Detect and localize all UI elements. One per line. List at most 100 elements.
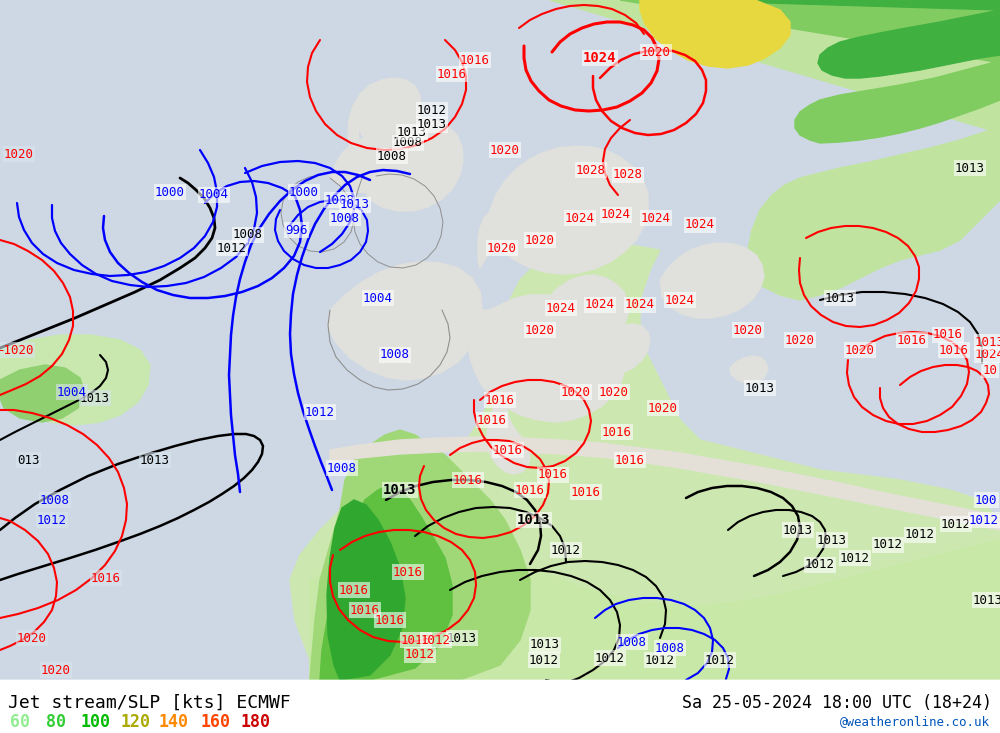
Text: 1008: 1008 bbox=[40, 493, 70, 507]
Text: 1012: 1012 bbox=[217, 241, 247, 254]
Polygon shape bbox=[0, 365, 85, 422]
Text: 1016: 1016 bbox=[493, 443, 523, 457]
Polygon shape bbox=[310, 430, 530, 680]
Text: 1004: 1004 bbox=[57, 386, 87, 399]
Text: 1016: 1016 bbox=[485, 394, 515, 407]
Text: 1013: 1013 bbox=[140, 454, 170, 466]
Text: 1012: 1012 bbox=[417, 103, 447, 117]
Text: 1013: 1013 bbox=[817, 534, 847, 547]
Text: 1016: 1016 bbox=[437, 67, 467, 81]
Text: 1013: 1013 bbox=[973, 594, 1000, 606]
Polygon shape bbox=[0, 680, 1000, 733]
Text: 1013: 1013 bbox=[530, 638, 560, 652]
Text: 1012: 1012 bbox=[645, 654, 675, 666]
Text: 1012: 1012 bbox=[705, 654, 735, 666]
Text: 1008: 1008 bbox=[327, 462, 357, 474]
Text: 1013: 1013 bbox=[955, 161, 985, 174]
Text: 1013: 1013 bbox=[397, 125, 427, 139]
Text: 1008: 1008 bbox=[617, 636, 647, 649]
Text: 1004: 1004 bbox=[199, 188, 229, 202]
Text: 1000: 1000 bbox=[289, 185, 319, 199]
Polygon shape bbox=[478, 212, 498, 268]
Text: 1016: 1016 bbox=[393, 565, 423, 578]
Text: 1012: 1012 bbox=[969, 514, 999, 526]
Polygon shape bbox=[660, 243, 764, 318]
Polygon shape bbox=[360, 118, 463, 211]
Text: 1028: 1028 bbox=[613, 169, 643, 182]
Text: 1013: 1013 bbox=[783, 523, 813, 537]
Text: 1012: 1012 bbox=[37, 514, 67, 526]
Text: 1012: 1012 bbox=[305, 405, 335, 419]
Text: 1013: 1013 bbox=[975, 336, 1000, 348]
Text: 1004: 1004 bbox=[363, 292, 393, 304]
Text: 1016: 1016 bbox=[339, 583, 369, 597]
Text: 1008: 1008 bbox=[655, 641, 685, 655]
Polygon shape bbox=[620, 0, 1000, 143]
Polygon shape bbox=[528, 275, 628, 353]
Text: 1016: 1016 bbox=[602, 425, 632, 438]
Text: 120: 120 bbox=[121, 713, 151, 731]
Text: 1016: 1016 bbox=[939, 344, 969, 356]
Text: 1016: 1016 bbox=[91, 572, 121, 584]
Text: 1013: 1013 bbox=[517, 513, 551, 527]
Polygon shape bbox=[320, 485, 452, 680]
Text: 1016: 1016 bbox=[515, 484, 545, 496]
Text: 1024: 1024 bbox=[546, 301, 576, 314]
Text: 1024: 1024 bbox=[585, 298, 615, 312]
Text: 160: 160 bbox=[200, 713, 230, 731]
Polygon shape bbox=[640, 0, 790, 68]
Text: 1012: 1012 bbox=[595, 652, 625, 665]
Polygon shape bbox=[487, 300, 546, 474]
Text: 1012: 1012 bbox=[905, 528, 935, 542]
Text: 1020: 1020 bbox=[785, 334, 815, 347]
Polygon shape bbox=[340, 262, 626, 422]
Text: 1020: 1020 bbox=[733, 323, 763, 336]
Polygon shape bbox=[310, 540, 1000, 680]
Polygon shape bbox=[0, 335, 150, 425]
Text: 1008: 1008 bbox=[330, 212, 360, 224]
Text: 1008: 1008 bbox=[380, 348, 410, 361]
Polygon shape bbox=[330, 136, 399, 193]
Polygon shape bbox=[330, 437, 1000, 530]
Text: 1024: 1024 bbox=[583, 51, 617, 65]
Text: Sa 25-05-2024 18:00 UTC (18+24): Sa 25-05-2024 18:00 UTC (18+24) bbox=[682, 694, 992, 712]
Text: 1013: 1013 bbox=[340, 199, 370, 212]
Text: 1024: 1024 bbox=[685, 218, 715, 232]
Text: 1013: 1013 bbox=[417, 119, 447, 131]
Text: 1024: 1024 bbox=[565, 212, 595, 224]
Text: 1020: 1020 bbox=[17, 632, 47, 644]
Text: 1016: 1016 bbox=[571, 485, 601, 498]
Text: 1016: 1016 bbox=[477, 413, 507, 427]
Text: 1016: 1016 bbox=[615, 454, 645, 466]
Text: 1020: 1020 bbox=[599, 386, 629, 399]
Text: 1016: 1016 bbox=[460, 54, 490, 67]
Text: 1012: 1012 bbox=[840, 551, 870, 564]
Text: 996: 996 bbox=[285, 224, 307, 237]
Text: 1020: 1020 bbox=[641, 45, 671, 59]
Text: 1008: 1008 bbox=[393, 136, 423, 150]
Polygon shape bbox=[328, 262, 482, 380]
Text: 1000: 1000 bbox=[155, 185, 185, 199]
Text: 1008: 1008 bbox=[325, 194, 355, 207]
Text: 1020: 1020 bbox=[525, 234, 555, 246]
Text: 1016: 1016 bbox=[897, 334, 927, 347]
Polygon shape bbox=[0, 0, 1000, 680]
Polygon shape bbox=[327, 500, 405, 680]
Text: 80: 80 bbox=[46, 713, 66, 731]
Text: 013: 013 bbox=[17, 454, 39, 466]
Text: 100: 100 bbox=[80, 713, 110, 731]
Text: 1008: 1008 bbox=[233, 229, 263, 241]
Text: 1013: 1013 bbox=[383, 483, 417, 497]
Text: 1020: 1020 bbox=[41, 663, 71, 677]
Text: 1013: 1013 bbox=[745, 381, 775, 394]
Polygon shape bbox=[487, 146, 648, 274]
Text: 1020: 1020 bbox=[4, 147, 34, 161]
Text: 1008: 1008 bbox=[377, 150, 407, 163]
Text: 1020: 1020 bbox=[845, 344, 875, 356]
Text: 1024: 1024 bbox=[975, 348, 1000, 361]
Text: 1020: 1020 bbox=[487, 241, 517, 254]
Text: 1012: 1012 bbox=[873, 539, 903, 551]
Text: 1016: 1016 bbox=[350, 603, 380, 616]
Text: 1012: 1012 bbox=[941, 517, 971, 531]
Text: 1012: 1012 bbox=[805, 559, 835, 572]
